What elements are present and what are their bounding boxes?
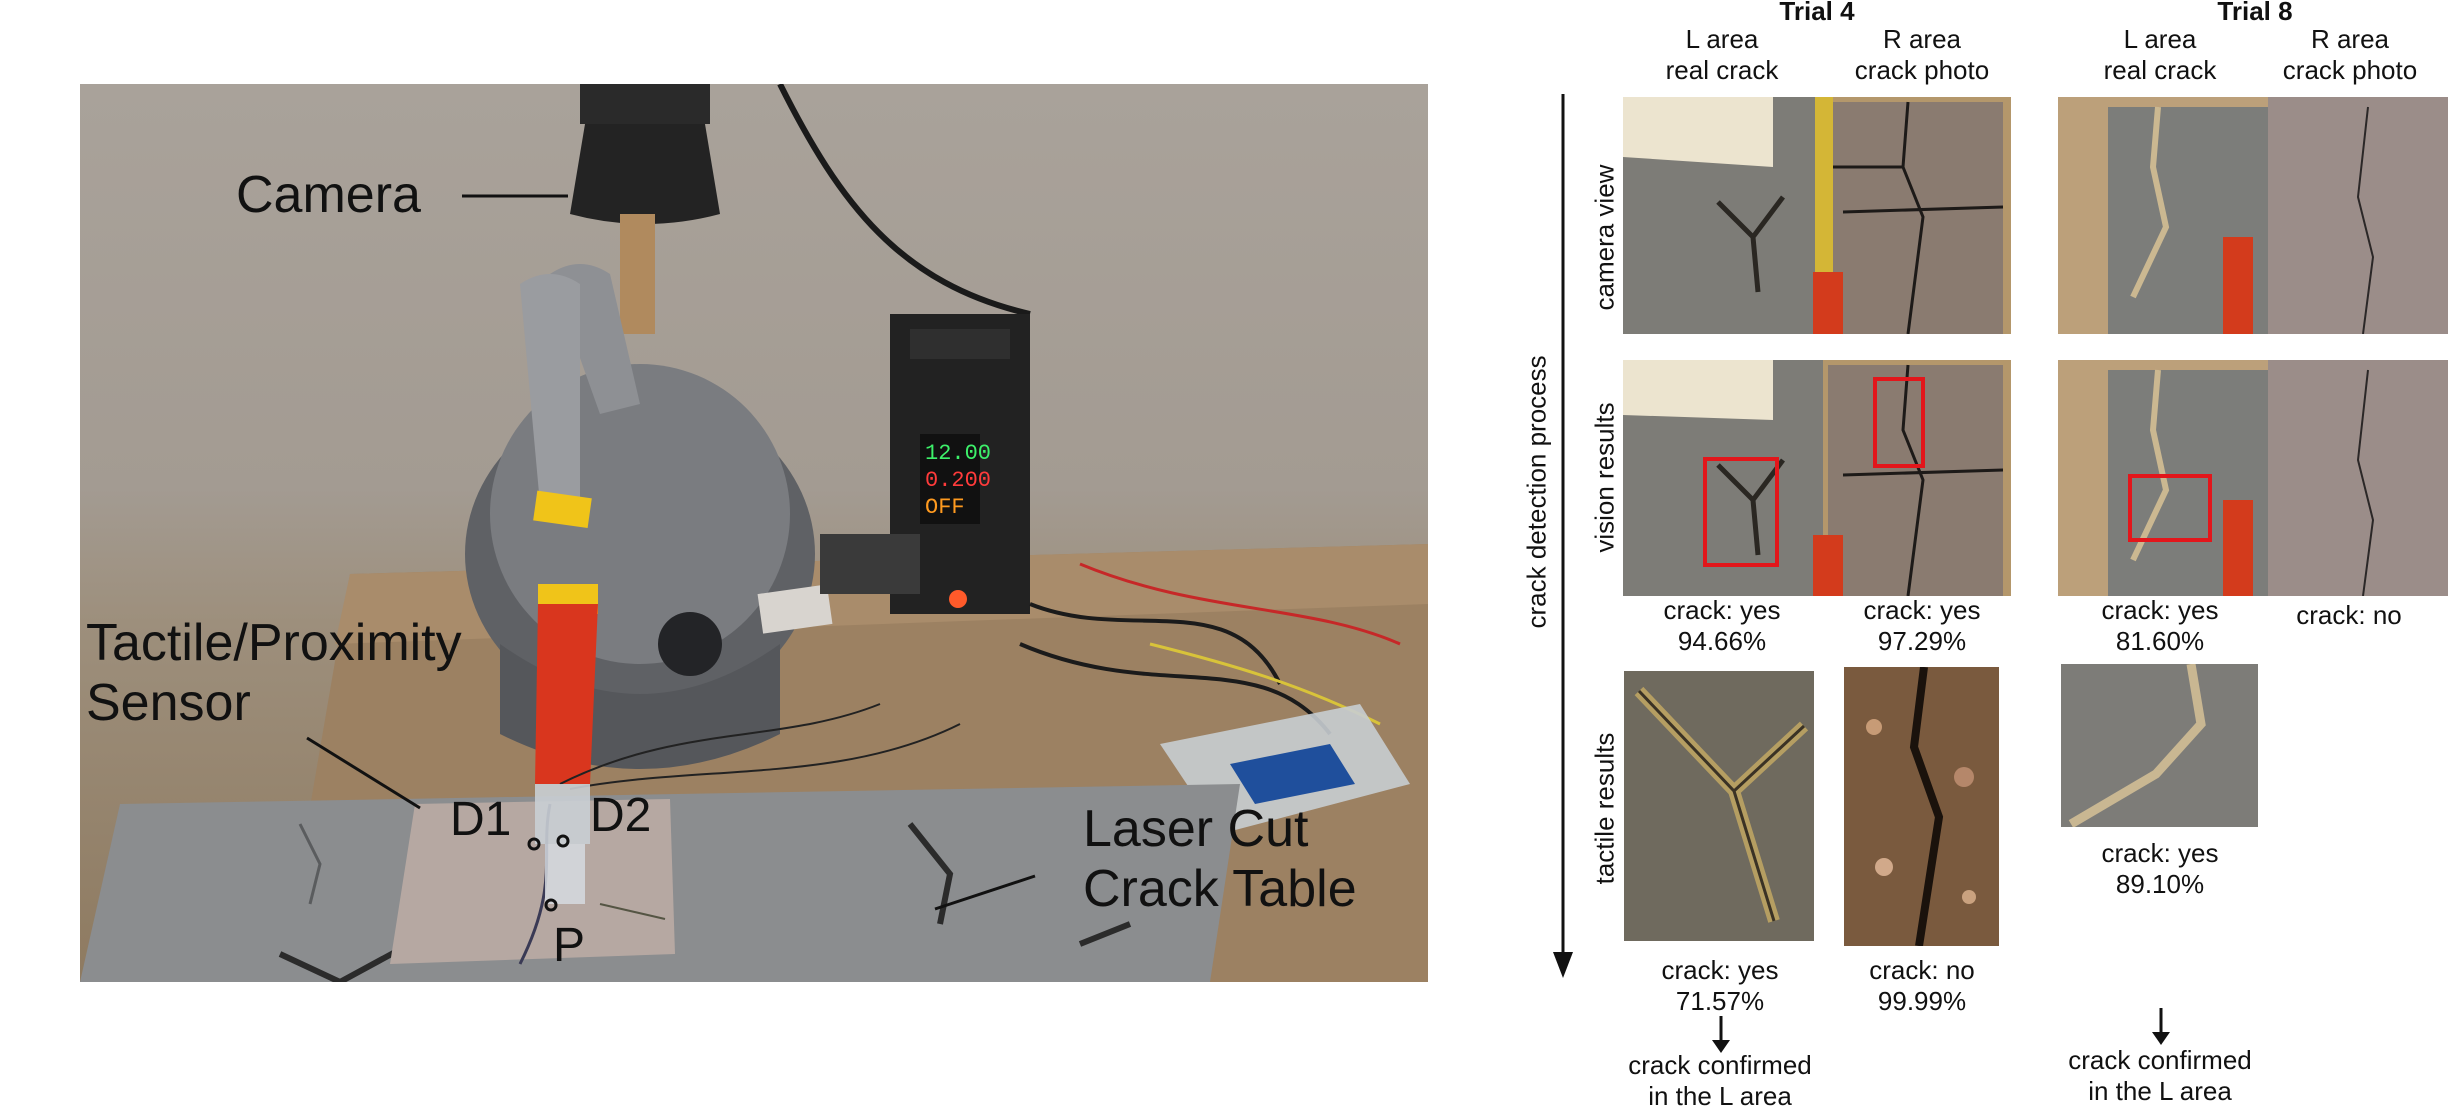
trial-4-conclusion: crack confirmed in the L area [1628, 1050, 1812, 1112]
trial-8-tactile-l-result: crack: yes 89.10% [2101, 838, 2219, 900]
trial-8-title: Trial 8 [2217, 0, 2293, 26]
row-label-vision-results: vision results [1589, 402, 1620, 553]
trial-4-r-detection-box [1873, 377, 1925, 468]
trial-4-tactile-r-result: crack: no 99.99% [1869, 955, 1975, 1017]
trial-4-conclusion-arrow [1712, 1016, 1730, 1053]
trial-8-conclusion: crack confirmed in the L area [2068, 1045, 2252, 1107]
trial-4-tactile-l-image [1624, 671, 1814, 941]
trial-8-l-detection-box [2128, 474, 2212, 542]
setup-photo-illustration: 12.00 0.200 OFF [80, 84, 1428, 982]
trial-8-vision-results [2058, 360, 2448, 596]
svg-text:12.00: 12.00 [925, 441, 991, 466]
row-label-tactile-results: tactile results [1589, 732, 1620, 885]
trial-8-vision-l-result: crack: yes 81.60% [2101, 595, 2219, 657]
setup-photo: 12.00 0.200 OFF Camera Tactil [80, 84, 1428, 982]
trial-4-vision-results [1623, 360, 2011, 596]
trial-4-tactile-l-result: crack: yes 71.57% [1661, 955, 1779, 1017]
camera-label: Camera [236, 166, 421, 224]
process-arrow [1553, 94, 1573, 978]
process-axis-label: crack detection process [1521, 355, 1552, 629]
row-label-camera-view: camera view [1589, 164, 1620, 311]
trial-4-vision-l-result: crack: yes 94.66% [1663, 595, 1781, 657]
trial-8-camera-view [2058, 97, 2448, 334]
trial-8-vision-r-result: crack: no [2296, 600, 2402, 630]
p-label: P [553, 919, 586, 972]
trial-8-col-r-header: R area crack photo [2282, 24, 2418, 86]
sensor-label: Tactile/Proximity Sensor [86, 614, 462, 732]
trial-4-l-detection-box [1703, 457, 1779, 567]
crack-table-label: Laser Cut Crack Table [1083, 800, 1357, 918]
trial-4-vision-r-result: crack: yes 97.29% [1863, 595, 1981, 657]
trial-8-col-l-header: L area real crack [2103, 24, 2217, 86]
trial-4-col-r-header: R area crack photo [1854, 24, 1990, 86]
svg-text:0.200: 0.200 [925, 468, 991, 493]
trial-8-tactile-l-image [2061, 664, 2258, 827]
trial-4-title: Trial 4 [1779, 0, 1855, 26]
trial-4-camera-view [1623, 97, 2011, 334]
svg-text:OFF: OFF [925, 495, 965, 520]
trial-4-tactile-r-image [1844, 667, 1999, 946]
d2-label: D2 [590, 789, 652, 842]
d1-label: D1 [450, 793, 512, 846]
trial-8-conclusion-arrow [2152, 1008, 2170, 1045]
trial-4-col-l-header: L area real crack [1665, 24, 1779, 86]
